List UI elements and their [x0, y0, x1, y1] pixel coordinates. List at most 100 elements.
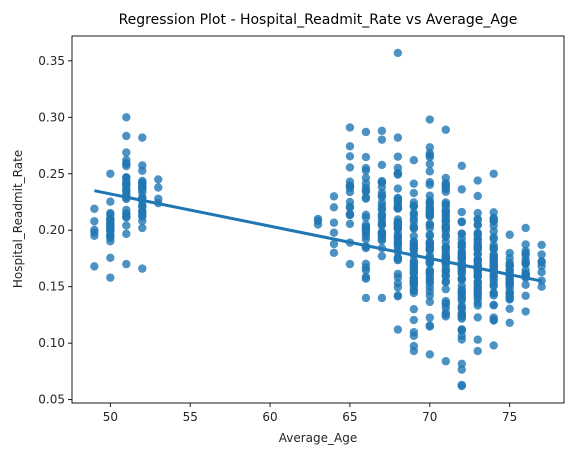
data-point: [345, 183, 355, 193]
data-point: [361, 173, 371, 183]
data-point: [441, 312, 450, 321]
data-point: [521, 255, 530, 264]
data-point: [393, 48, 403, 58]
data-point: [377, 188, 387, 198]
data-point: [441, 212, 450, 222]
data-point: [106, 273, 115, 282]
data-point: [409, 304, 419, 314]
data-point: [393, 255, 403, 265]
data-point: [393, 184, 403, 193]
data-point: [425, 220, 435, 230]
data-point: [489, 241, 498, 250]
data-point: [345, 203, 355, 212]
data-point: [329, 239, 339, 249]
data-point: [393, 283, 403, 292]
data-point: [106, 253, 115, 263]
data-point: [138, 212, 147, 221]
data-point: [409, 238, 419, 248]
data-point: [393, 223, 403, 232]
data-point: [505, 291, 514, 301]
data-point: [425, 230, 435, 239]
data-point: [409, 256, 419, 266]
data-point: [377, 135, 387, 144]
data-point: [473, 286, 482, 296]
data-point: [361, 127, 371, 137]
data-point: [90, 225, 99, 234]
data-point: [537, 257, 546, 266]
y-axis-label: Hospital_Readmit_Rate: [11, 150, 25, 288]
data-point: [425, 265, 435, 275]
data-point: [106, 197, 115, 206]
y-axis-ticks: 0.05 0.10 0.15 0.20 0.25 0.30 0.35: [38, 54, 72, 407]
data-point: [313, 216, 323, 226]
data-point: [106, 169, 115, 178]
data-point: [377, 178, 387, 187]
data-point: [393, 152, 403, 161]
data-point: [473, 313, 482, 322]
y-tick-label: 0.20: [38, 223, 65, 237]
data-point: [521, 280, 530, 290]
data-point: [425, 151, 435, 160]
data-point: [441, 125, 450, 134]
data-point: [345, 123, 355, 132]
data-point: [537, 268, 546, 277]
y-tick-label: 0.30: [38, 110, 65, 124]
data-point: [457, 217, 466, 227]
data-point: [393, 200, 403, 209]
data-point: [393, 241, 403, 251]
x-axis-label: Average_Age: [279, 431, 358, 445]
data-point: [377, 217, 387, 227]
data-point: [361, 226, 371, 236]
data-point: [457, 239, 466, 248]
y-tick-label: 0.25: [38, 167, 65, 181]
data-point: [457, 331, 466, 341]
data-point: [457, 325, 466, 334]
data-point: [505, 230, 514, 239]
data-point: [489, 221, 498, 231]
data-point: [521, 307, 530, 316]
data-point: [106, 215, 115, 224]
data-point: [425, 274, 435, 284]
data-point: [489, 256, 498, 265]
data-point: [409, 156, 419, 165]
data-point: [425, 297, 435, 307]
data-point: [138, 184, 147, 193]
data-point: [154, 194, 163, 203]
data-point: [425, 159, 435, 169]
data-point: [122, 229, 131, 239]
data-point: [409, 222, 419, 231]
data-point: [521, 291, 530, 300]
data-point: [409, 341, 419, 351]
data-point: [409, 315, 419, 325]
data-point: [329, 218, 339, 227]
data-point: [425, 191, 435, 200]
data-point: [489, 169, 498, 178]
data-point: [441, 243, 450, 252]
data-point: [409, 288, 419, 298]
data-point: [377, 126, 387, 136]
data-point: [505, 261, 514, 270]
data-point: [393, 163, 403, 173]
data-point: [361, 152, 371, 162]
data-point: [361, 186, 371, 196]
data-point: [441, 222, 450, 231]
data-point: [441, 184, 450, 194]
data-point: [122, 113, 131, 122]
data-point: [473, 229, 482, 238]
data-point: [425, 180, 435, 189]
data-point: [441, 202, 450, 211]
data-point: [361, 274, 371, 283]
data-point: [473, 335, 482, 344]
x-tick-label: 70: [422, 410, 437, 424]
plot-frame: [71, 35, 565, 404]
data-point: [425, 291, 435, 300]
data-point: [122, 159, 131, 169]
data-point: [377, 251, 387, 261]
data-point: [122, 148, 131, 157]
data-point: [122, 173, 131, 182]
data-point: [329, 192, 339, 201]
data-point: [106, 208, 115, 218]
x-tick-label: 65: [342, 410, 357, 424]
data-point: [457, 251, 466, 260]
data-point: [505, 304, 514, 314]
